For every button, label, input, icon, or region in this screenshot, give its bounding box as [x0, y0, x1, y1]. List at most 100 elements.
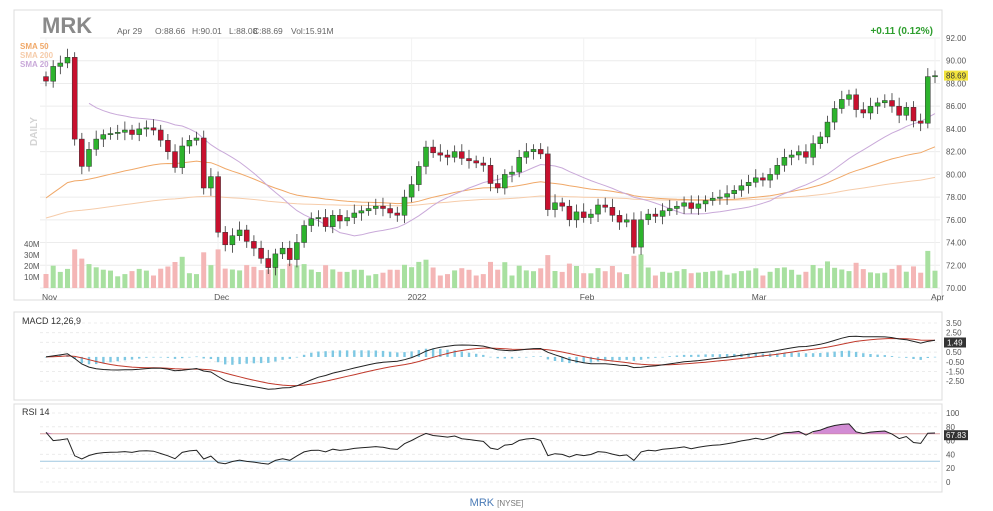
macd-panel [13, 311, 943, 401]
rsi-overbought-area [46, 423, 935, 434]
quote-open: O:88.66 [155, 26, 186, 36]
volume-bar [746, 270, 752, 288]
macd-histogram-bar [919, 356, 922, 360]
candle-body [788, 154, 795, 158]
macd-histogram-bar [216, 356, 220, 363]
rsi-line [45, 423, 936, 465]
macd-lines [45, 335, 936, 390]
volume-bar [588, 273, 594, 288]
candle-body [588, 213, 594, 218]
volume-bar [925, 250, 931, 288]
macd-histogram-bar [173, 356, 177, 359]
macd-histogram-bar [898, 356, 901, 358]
volume-bar [860, 269, 866, 288]
volume-bar [244, 265, 250, 288]
volume-bar [287, 263, 293, 288]
candle-body [172, 151, 178, 168]
macd-histogram-bar [345, 350, 349, 357]
volume-bar [409, 267, 415, 288]
macd-histogram-bar [467, 352, 471, 357]
macd-histogram-bar [381, 350, 385, 357]
macd-histogram-bar [259, 356, 263, 364]
price-panel [13, 9, 943, 301]
volume-bar [602, 271, 608, 288]
macd-value-label: 1.49 [947, 339, 963, 348]
volume-bar [93, 267, 99, 288]
price-tick-label: 82.00 [946, 148, 967, 157]
volume-bar [108, 270, 113, 288]
candle-body [666, 208, 673, 212]
last-price-label: 88.69 [946, 72, 967, 81]
candle-body [64, 57, 71, 64]
volume-bar [810, 265, 816, 288]
volume-bar [774, 268, 780, 288]
candle-body [566, 205, 573, 221]
volume-bar [566, 263, 572, 288]
volume-bar [237, 270, 243, 288]
volume-bar [294, 265, 300, 288]
volume-bar [315, 272, 321, 288]
volume-tick-label: 30M [24, 251, 40, 260]
volume-bar [488, 261, 493, 288]
volume-bar [79, 258, 85, 288]
macd-tick-label: 3.50 [946, 319, 962, 328]
volume-bar [57, 271, 63, 288]
candle-body [724, 193, 730, 198]
legend-sma-50: SMA 50 [20, 42, 49, 51]
macd-histogram-bar [890, 356, 894, 357]
macd-histogram-bar [826, 352, 829, 357]
volume-bar [609, 266, 615, 288]
volume-bar [516, 265, 522, 288]
legend-sma-20: SMA 20 [20, 60, 49, 69]
candle-body [215, 176, 221, 233]
macd-histogram-bar [317, 351, 320, 357]
footer-ticker[interactable]: MRK [469, 497, 495, 509]
volume-bar [129, 271, 135, 288]
volume-bar [652, 275, 658, 288]
candle-body [79, 138, 85, 167]
volume-bar [344, 271, 350, 288]
price-tick-label: 74.00 [946, 239, 967, 248]
volume-bar [473, 275, 479, 288]
volume-bar [731, 273, 737, 288]
macd-histogram-bar [80, 356, 83, 363]
candle-body [623, 219, 630, 223]
macd-histogram-bar [589, 356, 593, 363]
macd-histogram-bar [718, 354, 722, 357]
volume-bar [911, 266, 916, 288]
quote-date: Apr 29 [117, 26, 142, 36]
macd-histogram-bar [811, 353, 815, 357]
candle-body [279, 247, 286, 255]
candle-body [767, 174, 773, 181]
volume-bar [222, 268, 228, 288]
volume-bar [681, 269, 687, 288]
volume-tick-label: 40M [24, 240, 40, 249]
macd-histogram-bar [905, 356, 908, 358]
macd-histogram-bar [546, 356, 550, 360]
candle-body [652, 213, 659, 217]
macd-histogram-bar [44, 356, 48, 358]
rsi-value-label: 67.83 [946, 431, 967, 440]
macd-histogram-bar [783, 352, 786, 357]
candle-body [509, 171, 515, 175]
candle-body [243, 229, 250, 242]
macd-histogram-bar [690, 354, 693, 357]
macd-histogram-bar [453, 350, 456, 357]
volume-bar [280, 268, 286, 288]
candle-body [882, 100, 888, 104]
volume-bar [366, 275, 372, 288]
macd-histogram-bar [682, 354, 686, 357]
volume-bar [581, 273, 587, 288]
candle-body [157, 129, 164, 141]
candles [43, 48, 938, 276]
candle-body [272, 253, 279, 268]
candle-body [831, 108, 838, 123]
candle-body [251, 241, 257, 249]
macd-tick-label: 2.50 [946, 329, 962, 338]
volume-axis: 40M 30M 20M 10M [24, 240, 40, 282]
volume-bar [437, 275, 443, 288]
candle-body [308, 218, 315, 226]
candle-body [330, 215, 336, 227]
volume-bar [889, 268, 895, 288]
volume-bar [688, 273, 694, 288]
